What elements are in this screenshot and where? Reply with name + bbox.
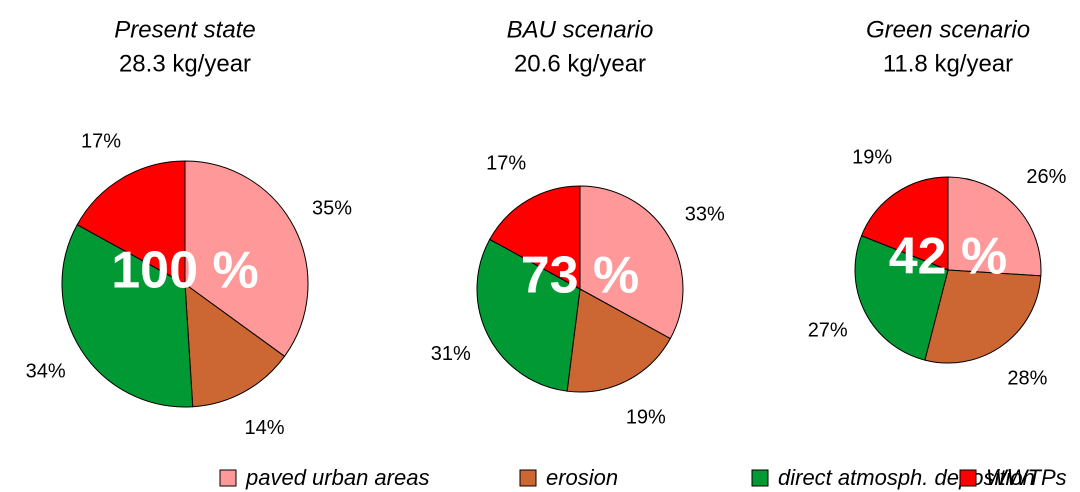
value-label: 19%	[626, 406, 666, 428]
legend-swatch	[519, 469, 537, 487]
pie-subtitle: 20.6 kg/year	[514, 50, 646, 77]
value-label: 27%	[808, 320, 848, 342]
pie-slice	[184, 160, 309, 357]
value-label: 14%	[244, 417, 284, 439]
pie-subtitle: 28.3 kg/year	[119, 50, 251, 77]
legend-label: erosion	[546, 465, 618, 490]
legend-swatch	[219, 469, 237, 487]
legend-swatch	[959, 469, 977, 487]
value-label: 31%	[431, 343, 471, 365]
pie-slice	[184, 282, 286, 408]
pie-slice	[854, 235, 949, 361]
legend-swatch	[751, 469, 769, 487]
legend-label: WWTPs	[986, 465, 1067, 490]
value-label: 28%	[1007, 367, 1047, 389]
pie-title: BAU scenario	[507, 16, 654, 43]
value-label: 26%	[1026, 166, 1066, 188]
pie-title: Present state	[114, 16, 255, 43]
legend-label: paved urban areas	[245, 465, 429, 490]
pie-slice	[566, 288, 671, 393]
value-label: 34%	[26, 361, 66, 383]
pie-slice	[489, 185, 581, 290]
pie-subtitle: 11.8 kg/year	[883, 50, 1013, 77]
pie-slice	[76, 160, 186, 285]
pie-title: Green scenario	[866, 16, 1030, 43]
pie-slice	[579, 185, 684, 340]
legend-label: direct atmosph. deposition	[778, 465, 1035, 490]
pie-slice	[476, 238, 581, 392]
value-label: 17%	[81, 130, 121, 152]
pie-slice	[947, 176, 1042, 277]
center-label: 100 %	[111, 242, 258, 300]
value-label: 33%	[685, 203, 725, 225]
pie-slice	[860, 176, 949, 271]
value-label: 35%	[312, 197, 352, 219]
value-label: 19%	[852, 147, 892, 169]
pie-slice	[924, 269, 1042, 364]
center-label: 73 %	[521, 247, 640, 305]
center-label: 42 %	[889, 228, 1008, 286]
value-label: 17%	[486, 152, 526, 174]
